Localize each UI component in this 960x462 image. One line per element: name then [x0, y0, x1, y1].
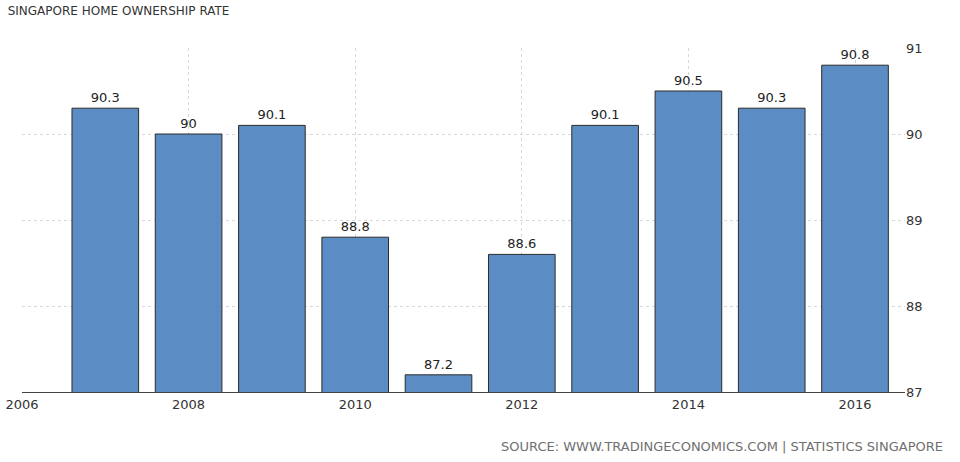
svg-text:90.8: 90.8 — [841, 47, 870, 62]
svg-text:91: 91 — [906, 41, 923, 56]
svg-text:90.1: 90.1 — [257, 107, 286, 122]
svg-text:87.2: 87.2 — [424, 357, 453, 372]
svg-text:88.6: 88.6 — [507, 236, 536, 251]
svg-text:2016: 2016 — [838, 397, 871, 412]
svg-text:2010: 2010 — [339, 397, 372, 412]
svg-text:90.1: 90.1 — [591, 107, 620, 122]
svg-text:90.3: 90.3 — [757, 90, 786, 105]
svg-text:SINGAPORE HOME OWNERSHIP RATE: SINGAPORE HOME OWNERSHIP RATE — [8, 4, 230, 18]
svg-text:88.8: 88.8 — [341, 219, 370, 234]
svg-text:90.3: 90.3 — [91, 90, 120, 105]
svg-text:90.5: 90.5 — [674, 73, 703, 88]
svg-text:88: 88 — [906, 299, 923, 314]
svg-text:2006: 2006 — [5, 397, 38, 412]
svg-text:SOURCE: WWW.TRADINGECONOMICS.C: SOURCE: WWW.TRADINGECONOMICS.COM | STATI… — [501, 439, 943, 454]
svg-text:2008: 2008 — [172, 397, 205, 412]
svg-text:90: 90 — [906, 127, 923, 142]
svg-text:90: 90 — [180, 116, 197, 131]
svg-text:89: 89 — [906, 213, 923, 228]
svg-text:87: 87 — [906, 385, 923, 400]
svg-text:2012: 2012 — [505, 397, 538, 412]
svg-text:2014: 2014 — [672, 397, 705, 412]
